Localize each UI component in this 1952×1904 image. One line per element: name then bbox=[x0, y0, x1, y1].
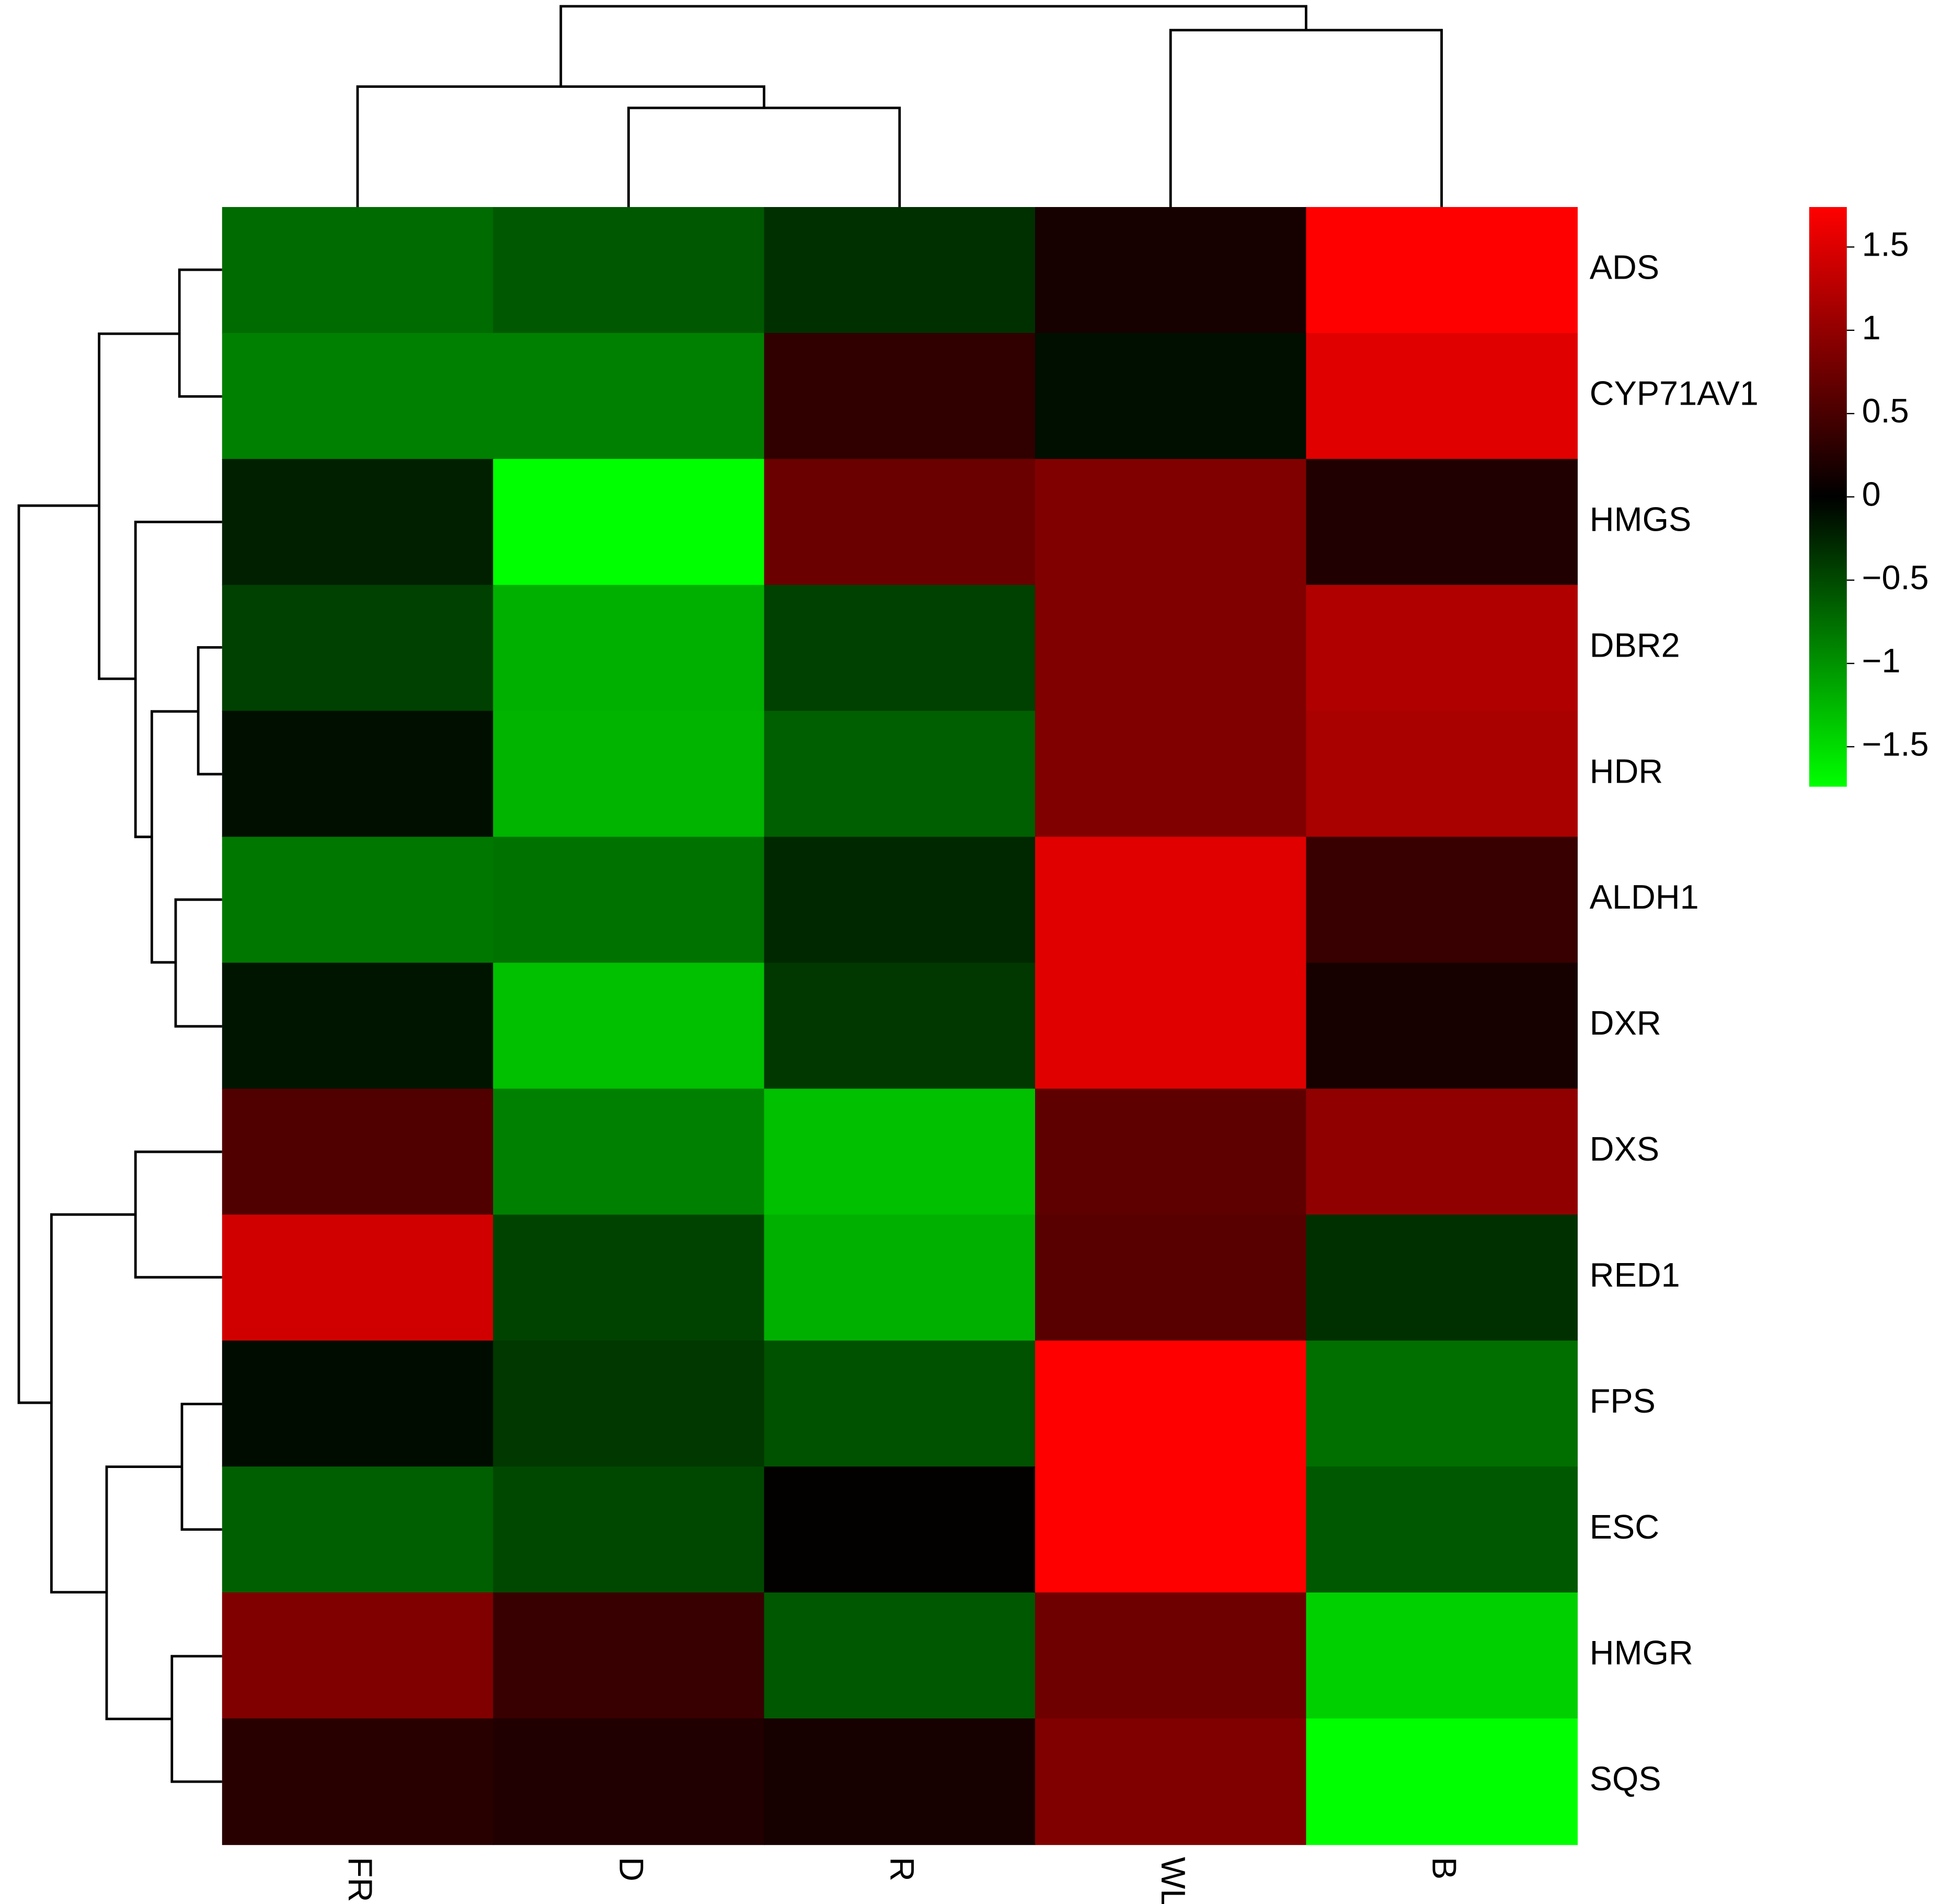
heatmap-cell bbox=[222, 207, 494, 334]
heatmap-cell bbox=[1035, 1214, 1307, 1341]
heatmap-cell bbox=[493, 1214, 765, 1341]
heatmap-cell bbox=[1306, 207, 1578, 334]
heatmap-cell bbox=[493, 836, 765, 964]
row-label: ALDH1 bbox=[1590, 878, 1699, 916]
heatmap-cell bbox=[1035, 332, 1307, 460]
heatmap-cell bbox=[1306, 332, 1578, 460]
colorbar-tick-label: 0.5 bbox=[1862, 392, 1909, 430]
heatmap-cell bbox=[1306, 1466, 1578, 1593]
heatmap-cell bbox=[493, 584, 765, 712]
heatmap-cell bbox=[1306, 962, 1578, 1089]
heatmap-cell bbox=[493, 458, 765, 586]
heatmap-cell bbox=[222, 1466, 494, 1593]
heatmap-cell bbox=[1035, 584, 1307, 712]
heatmap-cell bbox=[1035, 1466, 1307, 1593]
heatmap-cell bbox=[1306, 1718, 1578, 1845]
heatmap-cell bbox=[493, 1466, 765, 1593]
heatmap-cell bbox=[1306, 836, 1578, 964]
heatmap-cell bbox=[1035, 710, 1307, 838]
heatmap-cell bbox=[1035, 458, 1307, 586]
heatmap-cell bbox=[764, 1340, 1036, 1467]
heatmap-cell bbox=[1035, 1592, 1307, 1719]
heatmap-cell bbox=[493, 710, 765, 838]
heatmap-cell bbox=[764, 836, 1036, 964]
heatmap-cell bbox=[1306, 1088, 1578, 1215]
heatmap-cell bbox=[764, 710, 1036, 838]
heatmap-cell bbox=[1035, 836, 1307, 964]
colorbar-tick-label: −1 bbox=[1862, 641, 1901, 680]
row-label: RED1 bbox=[1590, 1256, 1680, 1294]
row-label: HMGR bbox=[1590, 1634, 1693, 1672]
heatmap-cell bbox=[493, 1592, 765, 1719]
heatmap-cells bbox=[222, 207, 1578, 1845]
heatmap-cell bbox=[493, 962, 765, 1089]
heatmap-cell bbox=[764, 584, 1036, 712]
column-label: B bbox=[1425, 1857, 1463, 1879]
heatmap-cell bbox=[222, 458, 494, 586]
heatmap-cell bbox=[493, 332, 765, 460]
heatmap-cell bbox=[1035, 1340, 1307, 1467]
row-dendrogram bbox=[17, 268, 222, 1783]
column-label: R bbox=[883, 1857, 922, 1882]
heatmap-cell bbox=[222, 1340, 494, 1467]
colorbar-tick-label: 1 bbox=[1862, 308, 1881, 347]
heatmap-cell bbox=[1035, 1088, 1307, 1215]
heatmap-cell bbox=[1035, 207, 1307, 334]
heatmap-cell bbox=[222, 1718, 494, 1845]
heatmap-cell bbox=[764, 1088, 1036, 1215]
row-label: DXS bbox=[1590, 1130, 1659, 1168]
row-label: HMGS bbox=[1590, 500, 1691, 538]
heatmap-cell bbox=[493, 1340, 765, 1467]
row-label: HDR bbox=[1590, 752, 1663, 790]
row-label: CYP71AV1 bbox=[1590, 374, 1759, 412]
column-label: D bbox=[612, 1857, 650, 1882]
colorbar-tick-label: −1.5 bbox=[1862, 725, 1929, 763]
heatmap-cell bbox=[1306, 458, 1578, 586]
row-label: DBR2 bbox=[1590, 626, 1680, 664]
heatmap-cell bbox=[222, 962, 494, 1089]
heatmap-cell bbox=[1306, 584, 1578, 712]
heatmap-cell bbox=[764, 1718, 1036, 1845]
row-label: ESC bbox=[1590, 1508, 1659, 1546]
heatmap-cell bbox=[1306, 710, 1578, 838]
column-label: WL bbox=[1154, 1857, 1192, 1904]
heatmap-cell bbox=[1306, 1340, 1578, 1467]
heatmap-cell bbox=[222, 836, 494, 964]
heatmap-cell bbox=[1035, 962, 1307, 1089]
heatmap-cell bbox=[222, 1214, 494, 1341]
row-label: DXR bbox=[1590, 1004, 1661, 1042]
heatmap-cell bbox=[764, 458, 1036, 586]
heatmap-cell bbox=[493, 1088, 765, 1215]
heatmap-cell bbox=[222, 584, 494, 712]
heatmap-cell bbox=[1306, 1592, 1578, 1719]
colorbar-tick-label: 0 bbox=[1862, 475, 1881, 513]
heatmap-cell bbox=[764, 1466, 1036, 1593]
row-label: SQS bbox=[1590, 1760, 1661, 1798]
heatmap-cell bbox=[764, 1592, 1036, 1719]
heatmap-cell bbox=[764, 332, 1036, 460]
heatmap-cell bbox=[493, 1718, 765, 1845]
heatmap-cell bbox=[764, 207, 1036, 334]
heatmap-cell bbox=[1035, 1718, 1307, 1845]
heatmap-cell bbox=[222, 1088, 494, 1215]
heatmap-cell bbox=[222, 1592, 494, 1719]
heatmap-cell bbox=[1306, 1214, 1578, 1341]
colorbar bbox=[1809, 207, 1847, 787]
heatmap-cell bbox=[222, 710, 494, 838]
colorbar-tick-label: −0.5 bbox=[1862, 558, 1929, 597]
heatmap-cell bbox=[764, 1214, 1036, 1341]
heatmap-cell bbox=[764, 962, 1036, 1089]
column-dendrogram bbox=[356, 5, 1443, 207]
heatmap-cell bbox=[222, 332, 494, 460]
row-label: ADS bbox=[1590, 248, 1659, 286]
row-label: FPS bbox=[1590, 1382, 1656, 1420]
colorbar-tick-label: 1.5 bbox=[1862, 225, 1909, 263]
column-label: FR bbox=[341, 1857, 380, 1902]
heatmap-cell bbox=[493, 207, 765, 334]
